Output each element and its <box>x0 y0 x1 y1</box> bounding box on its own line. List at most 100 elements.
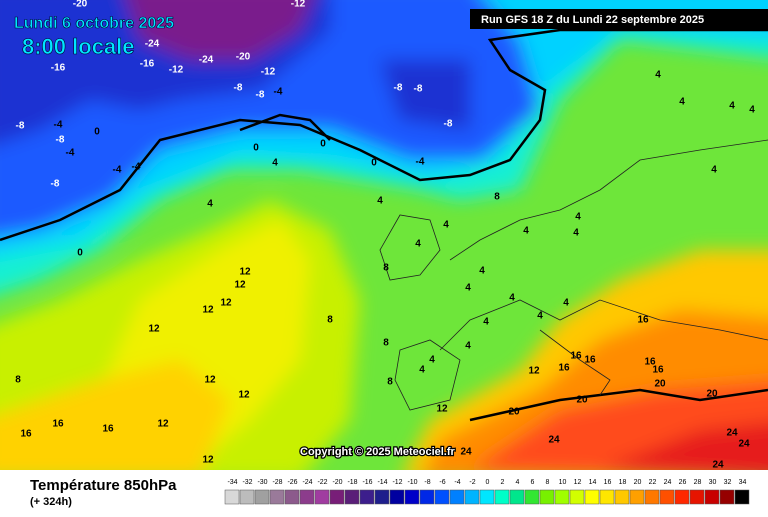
temperature-field <box>0 0 768 480</box>
legend-label: 20 <box>634 479 642 486</box>
legend-swatch <box>449 489 465 505</box>
legend-label: 14 <box>589 479 597 486</box>
contour-label: -4 <box>274 87 283 98</box>
legend-swatch <box>299 489 315 505</box>
contour-label: -8 <box>414 84 423 95</box>
legend-swatch <box>389 489 405 505</box>
legend-label: 22 <box>649 479 657 486</box>
valid-time: 8:00 locale <box>22 34 135 59</box>
legend-swatch <box>509 489 525 505</box>
legend-label: 2 <box>501 479 505 486</box>
legend-label: -6 <box>439 479 445 486</box>
legend-swatch <box>539 489 555 505</box>
contour-label: 12 <box>239 267 251 278</box>
contour-label: 4 <box>483 317 489 328</box>
legend-label: 18 <box>619 479 627 486</box>
contour-label: 8 <box>383 263 389 274</box>
contour-label: -4 <box>54 120 63 131</box>
contour-label: 4 <box>509 293 515 304</box>
contour-label: 0 <box>371 158 377 169</box>
contour-label: 4 <box>523 226 529 237</box>
legend-label: 30 <box>709 479 717 486</box>
contour-label: 12 <box>234 280 246 291</box>
contour-label: -4 <box>132 162 141 173</box>
legend-swatch <box>554 489 570 505</box>
contour-label: 4 <box>679 97 685 108</box>
legend-label: -18 <box>347 479 357 486</box>
contour-label: 4 <box>575 212 581 223</box>
legend-swatch <box>569 489 585 505</box>
contour-label: 4 <box>272 158 278 169</box>
contour-label: 4 <box>377 196 383 207</box>
legend-label: 6 <box>531 479 535 486</box>
legend-swatch <box>284 489 300 505</box>
legend-label: -24 <box>302 479 312 486</box>
contour-label: -8 <box>394 83 403 94</box>
contour-label: 4 <box>749 105 755 116</box>
legend-swatch <box>419 489 435 505</box>
legend-label: 8 <box>546 479 550 486</box>
contour-label: 12 <box>220 298 232 309</box>
contour-label: 4 <box>465 283 471 294</box>
contour-label: 20 <box>654 379 666 390</box>
color-legend: -34 -32 -30 -28 -26 -24 -22 -20 -18 -16 -14 -12 -10-… <box>224 479 750 505</box>
contour-label: -20 <box>73 0 88 10</box>
legend-swatch <box>614 489 630 505</box>
contour-label: -12 <box>169 65 184 76</box>
contour-label: -8 <box>51 179 60 190</box>
contour-label: -4 <box>66 148 75 159</box>
legend-swatch <box>704 489 720 505</box>
contour-label: 4 <box>207 199 213 210</box>
contour-label: 12 <box>202 305 214 316</box>
contour-label: -8 <box>16 121 25 132</box>
legend-swatch <box>254 489 270 505</box>
legend-swatch <box>524 489 540 505</box>
legend-swatch <box>689 489 705 505</box>
contour-label: 4 <box>563 298 569 309</box>
contour-label: 16 <box>637 315 649 326</box>
contour-label: 0 <box>94 127 100 138</box>
contour-label: 8 <box>327 315 333 326</box>
contour-label: 8 <box>387 377 393 388</box>
contour-label: -20 <box>236 52 251 63</box>
contour-label: 12 <box>157 419 169 430</box>
contour-label: 12 <box>528 366 540 377</box>
legend-label: -28 <box>272 479 282 486</box>
legend-swatch <box>434 489 450 505</box>
legend-swatch <box>359 489 375 505</box>
contour-label: 16 <box>584 355 596 366</box>
contour-label: 4 <box>429 355 435 366</box>
valid-date: Lundi 6 octobre 2025 <box>14 15 174 32</box>
legend-swatch <box>734 489 750 505</box>
legend-swatch <box>464 489 480 505</box>
contour-label: 8 <box>15 375 21 386</box>
contour-label: 16 <box>570 351 582 362</box>
contour-label: 0 <box>320 139 326 150</box>
contour-label: -12 <box>291 0 306 10</box>
legend-swatch <box>494 489 510 505</box>
contour-label: 4 <box>465 341 471 352</box>
legend-swatch <box>479 489 495 505</box>
legend-label: -14 <box>377 479 387 486</box>
legend-label: -32 <box>242 479 252 486</box>
legend-label: -16 <box>362 479 372 486</box>
lead-time: (+ 324h) <box>30 496 72 508</box>
contour-label: 8 <box>383 338 389 349</box>
contour-label: 4 <box>655 70 661 81</box>
contour-label: -4 <box>113 165 122 176</box>
contour-label: -24 <box>145 39 160 50</box>
run-box <box>470 9 768 29</box>
contour-label: 20 <box>576 395 588 406</box>
legend-label: -2 <box>469 479 475 486</box>
contour-label: 24 <box>726 428 738 439</box>
contour-label: 4 <box>537 311 543 322</box>
field-title: Température 850hPa <box>30 477 177 494</box>
contour-label: 20 <box>706 389 718 400</box>
contour-label: 4 <box>415 239 421 250</box>
contour-label: 4 <box>729 101 735 112</box>
contour-label: -16 <box>140 59 155 70</box>
legend-label: -34 <box>227 479 237 486</box>
contour-label: 8 <box>494 192 500 203</box>
legend-label: 12 <box>574 479 582 486</box>
